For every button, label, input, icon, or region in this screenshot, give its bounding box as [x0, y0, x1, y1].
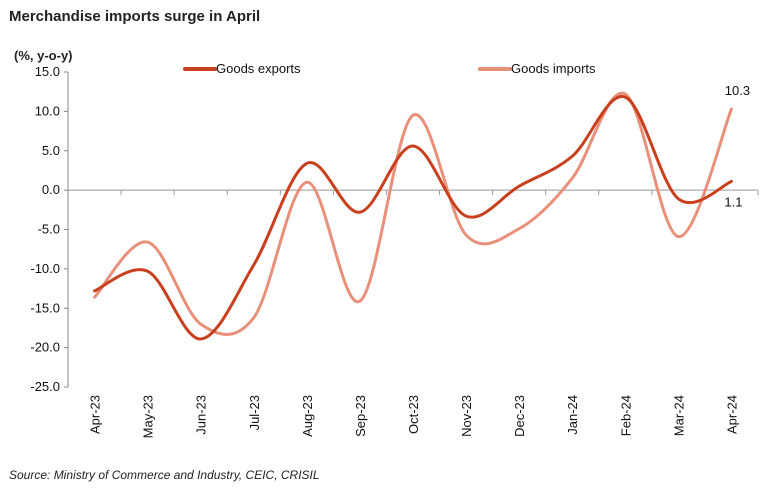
legend-label: Goods exports — [216, 61, 301, 76]
x-tick-label: Jan-24 — [565, 395, 580, 435]
x-tick-label: Nov-23 — [459, 395, 474, 437]
y-tick-label: -10.0 — [30, 261, 60, 276]
y-tick-label: -20.0 — [30, 340, 60, 355]
series-line-goods-exports — [93, 95, 733, 341]
y-tick-label: 0.0 — [42, 182, 60, 197]
data-label-exports-apr24: 1.1 — [724, 194, 742, 209]
y-tick-label: 10.0 — [35, 103, 60, 118]
y-tick-label: -25.0 — [30, 379, 60, 394]
legend-label: Goods imports — [511, 61, 596, 76]
x-tick-label: Dec-23 — [512, 395, 527, 437]
x-tick-label: Sep-23 — [353, 395, 368, 437]
chart-title: Merchandise imports surge in April — [9, 8, 261, 25]
y-tick-label: -5.0 — [38, 222, 60, 237]
series-line-goods-imports — [93, 91, 733, 336]
x-tick-label: Jul-23 — [247, 395, 262, 430]
x-tick-label: May-23 — [141, 395, 156, 438]
y-tick-label: 15.0 — [35, 64, 60, 79]
x-tick-label: Apr-23 — [88, 395, 103, 434]
y-axis-label: (%, y-o-y) — [14, 48, 73, 63]
y-tick-label: 5.0 — [42, 143, 60, 158]
x-tick-label: Apr-24 — [724, 395, 739, 434]
x-tick-label: Jun-23 — [194, 395, 209, 435]
source-note: Source: Ministry of Commerce and Industr… — [9, 468, 320, 482]
data-label-imports-apr24: 10.3 — [725, 83, 750, 98]
y-tick-label: -15.0 — [30, 300, 60, 315]
x-tick-label: Mar-24 — [671, 395, 686, 436]
x-tick-label: Aug-23 — [300, 395, 315, 437]
x-tick-label: Oct-23 — [406, 395, 421, 434]
x-tick-label: Feb-24 — [618, 395, 633, 436]
